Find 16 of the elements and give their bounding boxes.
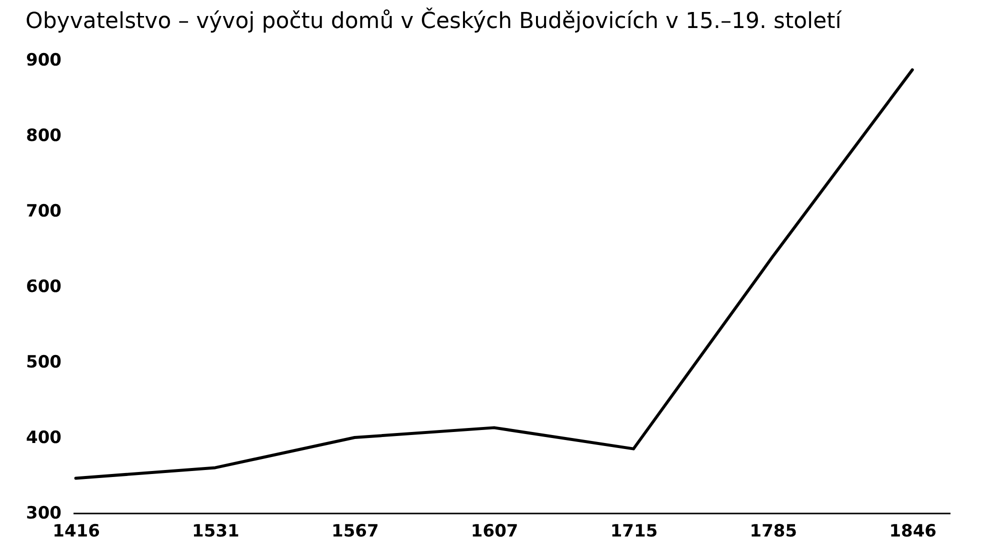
x-tick-label: 1846 (889, 522, 937, 542)
line-series (74, 68, 914, 480)
y-tick-label: 500 (26, 352, 62, 372)
x-tick-label: 1416 (52, 522, 100, 542)
y-tick-label: 800 (26, 126, 62, 146)
x-tick-label: 1567 (331, 522, 379, 542)
x-tick-label: 1715 (610, 522, 658, 542)
x-tick-label: 1785 (750, 522, 798, 542)
x-tick-label: 1531 (192, 522, 240, 542)
y-tick-label: 600 (26, 277, 62, 297)
y-tick-label: 700 (26, 202, 62, 222)
y-tick-label: 400 (26, 428, 62, 448)
chart-title: Obyvatelstvo – vývoj počtu domů v Českých Budějovicích v 15.–19. století (26, 7, 842, 34)
x-tick-label: 1607 (470, 522, 518, 542)
y-tick-label: 300 (26, 504, 62, 524)
y-tick-label: 900 (26, 50, 62, 70)
